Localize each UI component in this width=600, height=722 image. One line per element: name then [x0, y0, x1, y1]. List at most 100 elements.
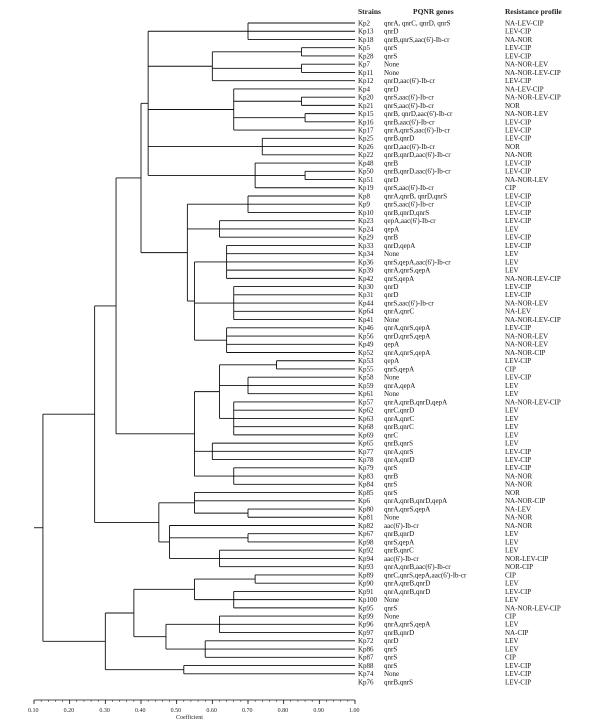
table-row: Kp93 qnrA,qnrB,aac(6')-Ib-cr NOR-CIP	[358, 563, 533, 571]
table-row: Kp28 qnrS LEV-CIP	[358, 52, 531, 60]
table-row: Kp33 qnrD,qepA LEV-CIP	[358, 242, 531, 250]
profile-label: NA-NOR-LEV	[505, 176, 548, 184]
table-row: Kp10 qnrB,qnrD,qnrS LEV-CIP	[358, 209, 531, 217]
table-row: Kp15 qnrB, qnrD,aac(6')-Ib-cr NA-NOR-LEV	[358, 110, 548, 118]
profile-label: LEV-CIP	[505, 135, 531, 143]
table-row: Kp56 qnrD,qnrS,qepA NA-NOR-LEV	[358, 332, 548, 340]
strain-label: Kp16	[358, 118, 374, 126]
genes-header: PQNR genes	[413, 7, 454, 16]
table-row: Kp55 qnrS,qepA CIP	[358, 365, 516, 373]
profile-label: LEV-CIP	[505, 234, 531, 242]
profile-label: NA-NOR	[505, 514, 533, 522]
table-row: Kp85 qnrS NOR	[358, 489, 520, 497]
profile-label: LEV-CIP	[505, 159, 531, 167]
strain-label: Kp34	[358, 250, 374, 258]
profile-label: LEV-CIP	[505, 448, 531, 456]
strain-label: Kp53	[358, 357, 374, 365]
strain-label: Kp50	[358, 168, 374, 176]
strain-label: Kp2	[358, 19, 371, 27]
table-row: Kp74 None LEV-CIP	[358, 670, 531, 678]
genes-label: qnrC	[384, 431, 398, 439]
profile-label: LEV	[505, 596, 519, 604]
strain-label: Kp81	[358, 514, 374, 522]
table-row: Kp89 qnrC,qnrS,qepA,aac(6')-Ib-cr CIP	[358, 571, 516, 579]
profile-label: LEV-CIP	[505, 324, 531, 332]
genes-label: None	[384, 596, 399, 604]
strain-label: Kp88	[358, 662, 374, 670]
table-row: Kp92 qnrB,qnrC LEV	[358, 547, 519, 555]
table-row: Kp41 None NA-NOR-LEV-CIP	[358, 316, 561, 324]
strain-label: Kp28	[358, 52, 374, 60]
profile-label: NOR-CIP	[505, 563, 533, 571]
profile-label: LEV-CIP	[505, 52, 531, 60]
strain-label: Kp84	[358, 481, 374, 489]
genes-label: qnrB	[384, 472, 398, 480]
profile-label: LEV-CIP	[505, 28, 531, 36]
genes-label: qnrB,qnrC	[384, 547, 414, 555]
genes-label: qnrS	[384, 52, 397, 60]
genes-label: qepA	[384, 357, 399, 365]
table-row: Kp97 qnrB,qnrD NA-CIP	[358, 629, 528, 637]
genes-label: qnrA,qnrS,qepA	[384, 324, 430, 332]
table-row: Kp90 qnrA,qnrB,qnrD LEV	[358, 580, 519, 588]
genes-label: qnrS,qepA	[384, 538, 414, 546]
table-row: Kp17 qnrA,qnrS,aac(6')-Ib-cr LEV-CIP	[358, 126, 531, 134]
table-row: Kp19 qnrS,aac(6')-Ib-cr CIP	[358, 184, 516, 192]
table-row: Kp52 qnrA,qnrS,qepA NA-NOR-CIP	[358, 349, 546, 357]
genes-label: qnrA,qnrB, qnrD,qnrS	[384, 192, 447, 200]
strain-label: Kp85	[358, 489, 374, 497]
profile-label: NOR-LEV-CIP	[505, 555, 548, 563]
strain-label: Kp4	[358, 85, 371, 93]
genes-label: qnrA,qnrB,qnrD,qepA	[384, 398, 447, 406]
strain-label: Kp99	[358, 613, 374, 621]
strain-label: Kp90	[358, 580, 374, 588]
profile-label: LEV	[505, 267, 519, 275]
genes-label: None	[384, 61, 399, 69]
strain-label: Kp21	[358, 102, 374, 110]
genes-label: qnrA,qnrB,qnrD	[384, 588, 430, 596]
table-row: Kp79 qnrS LEV-CIP	[358, 464, 531, 472]
profile-label: CIP	[505, 184, 516, 192]
table-row: Kp24 qepA LEV	[358, 225, 519, 233]
strain-label: Kp25	[358, 135, 374, 143]
axis-tick-label: 0.30	[99, 708, 110, 714]
strain-label: Kp18	[358, 36, 374, 44]
genes-label: qnrB,aac(6')-Ib-cr	[384, 118, 435, 126]
table-row: Kp51 qnrD NA-NOR-LEV	[358, 176, 548, 184]
profile-label: NA-LEV	[505, 308, 531, 316]
profile-label: LEV	[505, 258, 519, 266]
profile-label: LEV	[505, 547, 519, 555]
profile-label: CIP	[505, 613, 516, 621]
genes-label: qnrC,qnrS,qepA,aac(6')-Ib-cr	[384, 571, 467, 579]
strain-label: Kp80	[358, 505, 374, 513]
genes-label: qnrA,qnrS,qepA	[384, 267, 430, 275]
strain-label: Kp26	[358, 143, 374, 151]
strain-label: Kp77	[358, 448, 374, 456]
strain-label: Kp63	[358, 415, 374, 423]
genes-label: qnrS	[384, 464, 397, 472]
table-row: Kp23 qepA,aac(6')-Ib-cr LEV-CIP	[358, 217, 531, 225]
genes-label: qnrS,qepA,aac(6')-Ib-cr	[384, 258, 451, 266]
genes-label: qepA	[384, 341, 399, 349]
profile-label: NA-NOR	[505, 36, 533, 44]
genes-label: qnrD	[384, 291, 398, 299]
genes-label: qnrB, qnrD,aac(6')-Ib-cr	[384, 110, 453, 118]
strain-label: Kp69	[358, 431, 374, 439]
profile-label: LEV-CIP	[505, 118, 531, 126]
strain-label: Kp67	[358, 530, 374, 538]
strain-label: Kp83	[358, 472, 374, 480]
profile-label: NA-NOR-LEV	[505, 332, 548, 340]
genes-label: qnrD,qnrS,qepA	[384, 332, 430, 340]
genes-label: qnrD	[384, 283, 398, 291]
table-row: Kp80 qnrA,qnrS,qepA NA-LEV	[358, 505, 531, 513]
profile-label: LEV	[505, 580, 519, 588]
strain-label: Kp31	[358, 291, 374, 299]
genes-label: qepA	[384, 225, 399, 233]
genes-label: None	[384, 316, 399, 324]
profile-label: NA-NOR-CIP	[505, 497, 546, 505]
table-row: Kp91 qnrA,qnrB,qnrD LEV-CIP	[358, 588, 531, 596]
profile-label: NA-NOR-LEV	[505, 61, 548, 69]
axis-tick-label: 0.10	[28, 708, 39, 714]
